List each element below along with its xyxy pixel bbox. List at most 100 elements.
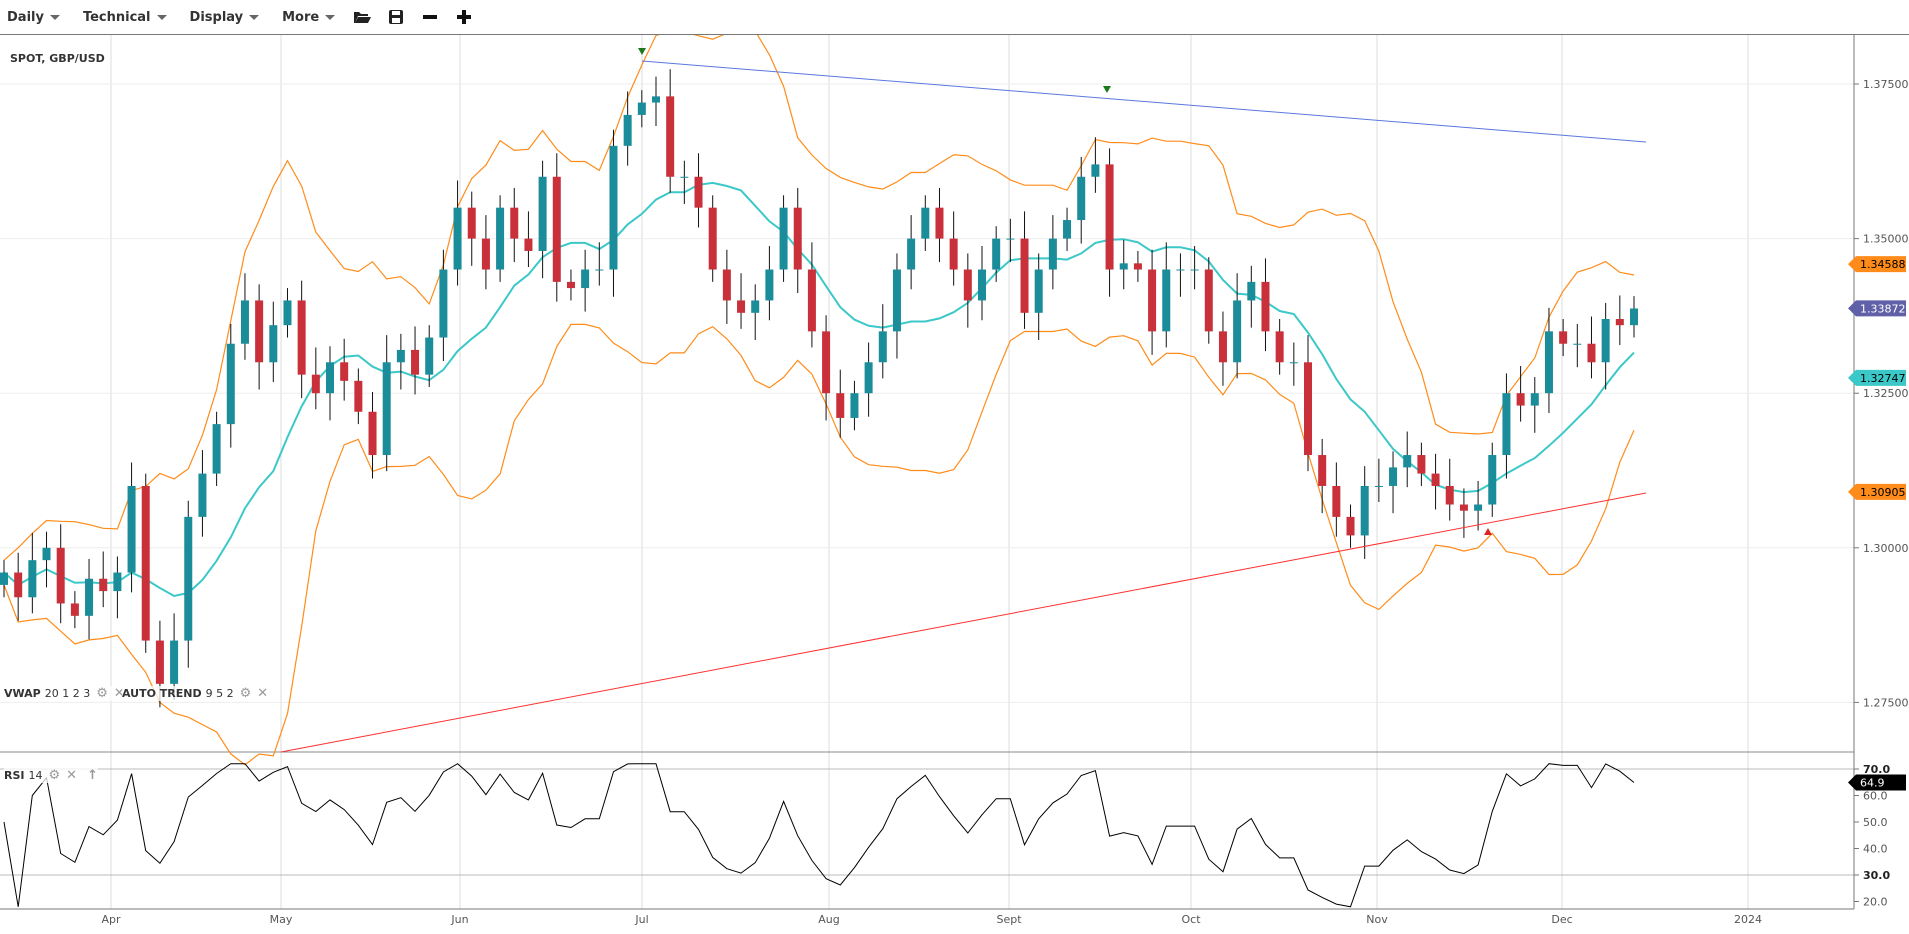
candle-body (467, 207, 476, 239)
candle-body (85, 578, 94, 616)
gear-icon[interactable]: ⚙ (48, 768, 61, 783)
candle-body (1105, 164, 1114, 270)
candle-body (1247, 281, 1256, 301)
rsi-value-tag: 64.9 (1848, 774, 1906, 791)
rsi-legend: RSI 14 ⚙ ✕ ↑ (4, 768, 98, 783)
candle-body (1502, 393, 1511, 456)
candle-body (637, 102, 646, 115)
candle-body (538, 176, 547, 251)
interval-menu[interactable]: Daily (7, 10, 60, 25)
x-tick-label: May (270, 913, 293, 926)
candle-body (439, 269, 448, 338)
candle-body (1006, 238, 1015, 240)
candle-body (978, 269, 986, 301)
candle-body (822, 331, 831, 394)
close-icon[interactable]: ✕ (257, 686, 269, 701)
candle-body (1204, 269, 1213, 332)
support-trendline (280, 492, 1647, 753)
candle-body (1176, 269, 1185, 271)
vwap-label: VWAP (4, 687, 41, 700)
display-menu[interactable]: Display (190, 10, 260, 25)
toolbar: Daily Technical Display More (0, 0, 1909, 35)
chart-title: SPOT, GBP/USD (10, 52, 105, 65)
chevron-down-icon (249, 14, 260, 20)
candle-body (765, 269, 774, 301)
gear-icon[interactable]: ⚙ (239, 686, 252, 701)
close-icon[interactable]: ✕ (66, 768, 78, 783)
more-menu[interactable]: More (282, 10, 336, 25)
candle-body (1459, 504, 1468, 511)
candle-body (680, 176, 689, 178)
candle-body (382, 362, 391, 456)
candle-body (793, 207, 802, 270)
candle-body (1630, 308, 1638, 326)
candle-body (652, 96, 660, 103)
candle-body (666, 96, 675, 177)
candle-body (1389, 467, 1398, 486)
price-chart[interactable]: Apr May Jun Jul Aug Sept Oct Nov Dec 2024 1.27500 1… (0, 35, 1909, 934)
candle-body (1530, 393, 1539, 406)
pivot-high-marker (638, 48, 646, 55)
candle-body (1587, 343, 1596, 363)
candle-body (836, 393, 845, 418)
x-tick-label: Aug (818, 913, 839, 926)
candle-body (1360, 485, 1369, 536)
chevron-down-icon (49, 14, 60, 20)
candle-body (850, 393, 859, 418)
x-tick-label: Oct (1181, 913, 1201, 926)
candle-body (864, 362, 873, 394)
candle-body (1091, 164, 1100, 177)
chevron-down-icon (156, 14, 167, 20)
candle-body (28, 560, 37, 598)
save-icon[interactable] (385, 6, 407, 28)
price-tick-label: 1.30000 (1863, 542, 1909, 555)
candle-body (56, 547, 65, 604)
candle-body (0, 572, 8, 585)
candle-body (1304, 362, 1312, 456)
price-tag-shape (1848, 256, 1906, 273)
candle-body (1148, 269, 1157, 332)
resistance-trendline (641, 60, 1647, 143)
price-tick-label: 1.27500 (1863, 696, 1909, 709)
candle-body (1346, 516, 1355, 536)
candle-body (807, 269, 816, 332)
candle-body (1119, 263, 1128, 270)
zoom-in-icon[interactable] (453, 6, 475, 28)
candle-body (1516, 393, 1525, 406)
candle-body (170, 640, 179, 684)
rsi-tick-label: 30.0 (1863, 869, 1890, 882)
pivot-high-marker (1103, 86, 1111, 93)
zoom-out-icon[interactable] (419, 6, 441, 28)
gear-icon[interactable]: ⚙ (96, 686, 108, 701)
candle-body (496, 207, 505, 270)
technical-menu[interactable]: Technical (83, 10, 167, 25)
candle-body (892, 269, 901, 332)
candle-body (127, 485, 136, 573)
candle-body (1488, 455, 1497, 505)
candle-body (1190, 269, 1199, 271)
x-tick-label: Jun (450, 913, 468, 926)
candle-body (609, 145, 618, 270)
x-tick-label: Sept (996, 913, 1022, 926)
price-tag-label: 1.338725 (1860, 302, 1909, 315)
price-tag-label: 1.32747 (1860, 372, 1906, 385)
candle-body (949, 238, 958, 270)
rsi-tick-label: 50.0 (1863, 816, 1888, 829)
price-tag-shape (1848, 369, 1906, 386)
price-tick-label: 1.35000 (1863, 233, 1909, 246)
rsi-tick-label: 60.0 (1863, 790, 1888, 803)
candle-body (623, 114, 632, 146)
x-tick-label: Dec (1551, 913, 1572, 926)
candle-body (694, 176, 703, 208)
candle-body (42, 547, 51, 561)
candle-body (1374, 485, 1383, 487)
candle-body (368, 411, 377, 456)
rsi-value-tag-shape (1848, 774, 1906, 791)
x-tick-label: Jul (634, 913, 648, 926)
close-icon[interactable]: ✕ (113, 686, 125, 701)
arrow-up-icon[interactable]: ↑ (87, 768, 98, 783)
vwap-legend: VWAP 20 1 2 3 ⚙ ✕ (4, 686, 125, 701)
folder-open-icon[interactable] (351, 6, 373, 28)
candle-body (396, 349, 405, 363)
candle-body (1034, 269, 1043, 313)
